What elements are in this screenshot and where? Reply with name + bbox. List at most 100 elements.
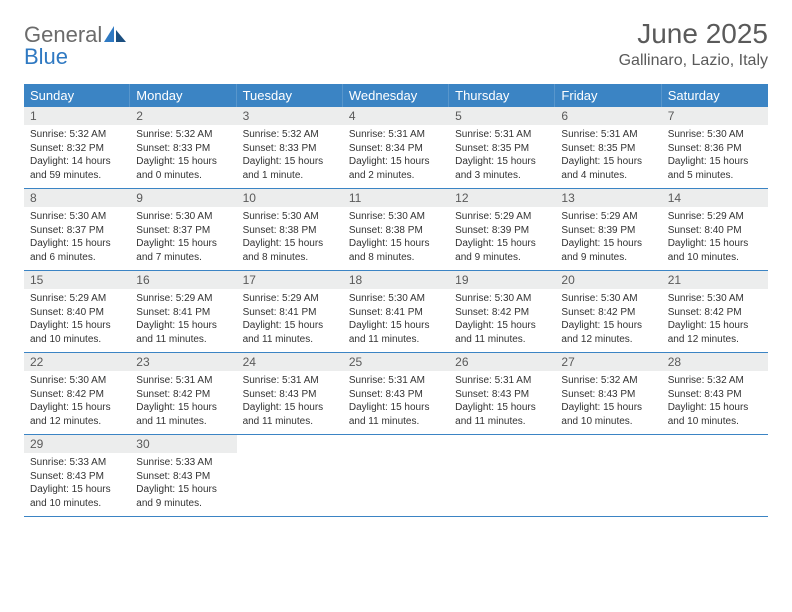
day-day2: and 11 minutes. <box>349 333 443 347</box>
day-cell: 13Sunrise: 5:29 AMSunset: 8:39 PMDayligh… <box>555 189 661 270</box>
day-number: 26 <box>449 353 555 371</box>
day-cell: 18Sunrise: 5:30 AMSunset: 8:41 PMDayligh… <box>343 271 449 352</box>
day-sunrise: Sunrise: 5:29 AM <box>30 292 124 306</box>
day-sunrise: Sunrise: 5:32 AM <box>243 128 337 142</box>
day-number: 30 <box>130 435 236 453</box>
weekday-cell: Friday <box>555 84 661 107</box>
day-sunset: Sunset: 8:42 PM <box>30 388 124 402</box>
week-row: 22Sunrise: 5:30 AMSunset: 8:42 PMDayligh… <box>24 353 768 435</box>
day-day1: Daylight: 15 hours <box>136 237 230 251</box>
day-body: Sunrise: 5:30 AMSunset: 8:37 PMDaylight:… <box>24 207 130 270</box>
day-cell: 28Sunrise: 5:32 AMSunset: 8:43 PMDayligh… <box>662 353 768 434</box>
logo: General Blue <box>24 24 126 68</box>
day-cell: 25Sunrise: 5:31 AMSunset: 8:43 PMDayligh… <box>343 353 449 434</box>
day-day1: Daylight: 15 hours <box>243 237 337 251</box>
day-sunset: Sunset: 8:43 PM <box>561 388 655 402</box>
day-day1: Daylight: 15 hours <box>30 401 124 415</box>
month-title: June 2025 <box>619 18 768 50</box>
day-number: 1 <box>24 107 130 125</box>
day-day2: and 11 minutes. <box>455 333 549 347</box>
day-cell: 5Sunrise: 5:31 AMSunset: 8:35 PMDaylight… <box>449 107 555 188</box>
weekday-cell: Monday <box>130 84 236 107</box>
day-sunset: Sunset: 8:34 PM <box>349 142 443 156</box>
day-sunrise: Sunrise: 5:31 AM <box>561 128 655 142</box>
day-day1: Daylight: 15 hours <box>349 401 443 415</box>
day-day2: and 10 minutes. <box>561 415 655 429</box>
day-sunset: Sunset: 8:42 PM <box>455 306 549 320</box>
day-number: 29 <box>24 435 130 453</box>
day-sunset: Sunset: 8:42 PM <box>561 306 655 320</box>
day-day1: Daylight: 15 hours <box>561 319 655 333</box>
day-cell: 3Sunrise: 5:32 AMSunset: 8:33 PMDaylight… <box>237 107 343 188</box>
weeks-container: 1Sunrise: 5:32 AMSunset: 8:32 PMDaylight… <box>24 107 768 517</box>
day-cell: 24Sunrise: 5:31 AMSunset: 8:43 PMDayligh… <box>237 353 343 434</box>
day-day1: Daylight: 15 hours <box>668 401 762 415</box>
day-body: Sunrise: 5:31 AMSunset: 8:43 PMDaylight:… <box>237 371 343 434</box>
day-sunrise: Sunrise: 5:31 AM <box>349 128 443 142</box>
day-body: Sunrise: 5:29 AMSunset: 8:41 PMDaylight:… <box>130 289 236 352</box>
day-sunset: Sunset: 8:35 PM <box>455 142 549 156</box>
day-cell: 7Sunrise: 5:30 AMSunset: 8:36 PMDaylight… <box>662 107 768 188</box>
day-number: 17 <box>237 271 343 289</box>
empty-day-cell: . <box>662 435 768 516</box>
day-cell: 20Sunrise: 5:30 AMSunset: 8:42 PMDayligh… <box>555 271 661 352</box>
day-number: 19 <box>449 271 555 289</box>
day-day1: Daylight: 15 hours <box>243 155 337 169</box>
day-sunrise: Sunrise: 5:30 AM <box>136 210 230 224</box>
day-day2: and 59 minutes. <box>30 169 124 183</box>
day-sunset: Sunset: 8:40 PM <box>668 224 762 238</box>
day-sunrise: Sunrise: 5:32 AM <box>668 374 762 388</box>
day-number: 27 <box>555 353 661 371</box>
day-day1: Daylight: 15 hours <box>668 319 762 333</box>
day-day2: and 12 minutes. <box>561 333 655 347</box>
empty-day-cell: . <box>449 435 555 516</box>
day-day1: Daylight: 15 hours <box>668 155 762 169</box>
day-body: Sunrise: 5:30 AMSunset: 8:36 PMDaylight:… <box>662 125 768 188</box>
day-sunrise: Sunrise: 5:33 AM <box>30 456 124 470</box>
day-sunrise: Sunrise: 5:30 AM <box>455 292 549 306</box>
day-sunrise: Sunrise: 5:30 AM <box>349 210 443 224</box>
day-number: 16 <box>130 271 236 289</box>
day-cell: 10Sunrise: 5:30 AMSunset: 8:38 PMDayligh… <box>237 189 343 270</box>
day-day1: Daylight: 15 hours <box>455 401 549 415</box>
day-cell: 15Sunrise: 5:29 AMSunset: 8:40 PMDayligh… <box>24 271 130 352</box>
day-body: Sunrise: 5:30 AMSunset: 8:38 PMDaylight:… <box>237 207 343 270</box>
logo-word-blue: Blue <box>24 44 68 69</box>
day-number: 2 <box>130 107 236 125</box>
day-day2: and 11 minutes. <box>455 415 549 429</box>
day-number: 3 <box>237 107 343 125</box>
day-sunrise: Sunrise: 5:30 AM <box>30 374 124 388</box>
empty-day-cell: . <box>555 435 661 516</box>
day-sunrise: Sunrise: 5:29 AM <box>668 210 762 224</box>
day-day1: Daylight: 15 hours <box>561 237 655 251</box>
location-label: Gallinaro, Lazio, Italy <box>619 52 768 70</box>
day-body: Sunrise: 5:29 AMSunset: 8:40 PMDaylight:… <box>24 289 130 352</box>
day-day1: Daylight: 15 hours <box>136 483 230 497</box>
day-day2: and 11 minutes. <box>136 333 230 347</box>
day-cell: 8Sunrise: 5:30 AMSunset: 8:37 PMDaylight… <box>24 189 130 270</box>
day-sunset: Sunset: 8:43 PM <box>668 388 762 402</box>
day-number: 6 <box>555 107 661 125</box>
day-cell: 16Sunrise: 5:29 AMSunset: 8:41 PMDayligh… <box>130 271 236 352</box>
weekday-cell: Thursday <box>449 84 555 107</box>
empty-day-cell: . <box>237 435 343 516</box>
day-body: Sunrise: 5:32 AMSunset: 8:43 PMDaylight:… <box>662 371 768 434</box>
day-number: 24 <box>237 353 343 371</box>
logo-text: General Blue <box>24 24 126 68</box>
day-sunset: Sunset: 8:35 PM <box>561 142 655 156</box>
day-day2: and 9 minutes. <box>136 497 230 511</box>
day-sunrise: Sunrise: 5:33 AM <box>136 456 230 470</box>
day-number: 13 <box>555 189 661 207</box>
day-number: 12 <box>449 189 555 207</box>
day-body: Sunrise: 5:32 AMSunset: 8:32 PMDaylight:… <box>24 125 130 188</box>
day-body: Sunrise: 5:29 AMSunset: 8:40 PMDaylight:… <box>662 207 768 270</box>
day-day1: Daylight: 15 hours <box>136 155 230 169</box>
day-body: Sunrise: 5:30 AMSunset: 8:42 PMDaylight:… <box>449 289 555 352</box>
day-day1: Daylight: 15 hours <box>243 401 337 415</box>
day-day2: and 10 minutes. <box>668 251 762 265</box>
day-day2: and 10 minutes. <box>30 333 124 347</box>
day-sunset: Sunset: 8:32 PM <box>30 142 124 156</box>
day-body: Sunrise: 5:32 AMSunset: 8:33 PMDaylight:… <box>130 125 236 188</box>
day-day1: Daylight: 14 hours <box>30 155 124 169</box>
day-day1: Daylight: 15 hours <box>455 319 549 333</box>
